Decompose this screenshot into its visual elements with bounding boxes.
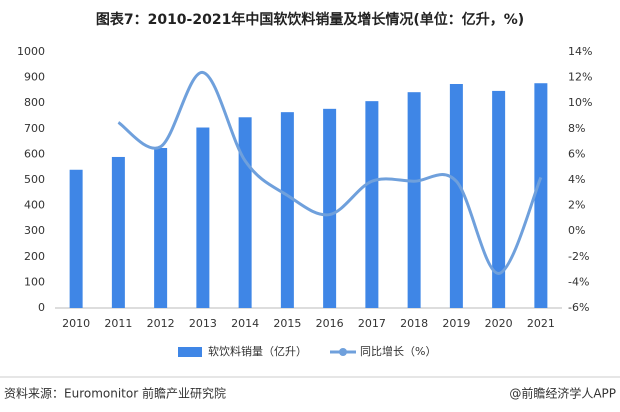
y2-tick-label: 8% <box>568 122 585 135</box>
bar <box>154 148 168 308</box>
y-tick-label: 200 <box>24 250 45 263</box>
y2-tick-label: 0% <box>568 224 585 237</box>
y-tick-label: 100 <box>24 275 45 288</box>
x-tick-label: 2019 <box>442 317 470 330</box>
bar <box>365 101 379 308</box>
x-tick-label: 2016 <box>316 317 344 330</box>
y2-tick-label: -2% <box>568 250 589 263</box>
y2-tick-label: 12% <box>568 71 592 84</box>
y2-tick-label: 4% <box>568 173 585 186</box>
y-tick-label: 300 <box>24 224 45 237</box>
bar <box>323 108 337 308</box>
bar <box>449 84 463 308</box>
bar <box>492 90 506 308</box>
x-tick-label: 2015 <box>273 317 301 330</box>
source: 资料来源：Euromonitor 前瞻产业研究院 <box>4 386 226 401</box>
x-tick-label: 2021 <box>527 317 555 330</box>
line <box>117 70 543 275</box>
y2-tick-label: 10% <box>568 96 592 109</box>
bar <box>534 83 548 309</box>
y2-tick-label: -6% <box>568 301 589 314</box>
y-tick-label: 400 <box>24 199 45 212</box>
x-tick-label: 2012 <box>147 317 175 330</box>
x-tick-label: 2011 <box>104 317 132 330</box>
y-tick-label: 600 <box>24 147 45 160</box>
bar <box>111 156 125 308</box>
x-tick-label: 2013 <box>189 317 217 330</box>
bar <box>407 92 421 308</box>
credit: @前瞻经济学人APP <box>509 386 616 401</box>
x-tick-label: 2010 <box>62 317 90 330</box>
legend-label: 软饮料销量（亿升） <box>208 344 307 358</box>
chart-title: 图表7：2010-2021年中国软饮料销量及增长情况(单位：亿升，%) <box>96 11 524 28</box>
y2-tick-label: 14% <box>568 45 592 58</box>
x-tick-label: 2017 <box>358 317 386 330</box>
bar <box>280 112 294 308</box>
bar <box>196 127 210 309</box>
bar <box>238 117 252 308</box>
legend-marker <box>339 348 347 356</box>
y2-tick-label: 2% <box>568 199 585 212</box>
legend-label: 同比增长（%） <box>360 344 436 358</box>
y-tick-label: 1000 <box>17 45 45 58</box>
x-tick-label: 2018 <box>400 317 428 330</box>
y-tick-label: 500 <box>24 173 45 186</box>
legend-swatch <box>178 347 202 357</box>
y-tick-label: 0 <box>38 301 45 314</box>
y-tick-label: 700 <box>24 122 45 135</box>
bar <box>69 169 83 308</box>
y-tick-label: 900 <box>24 71 45 84</box>
y-tick-label: 800 <box>24 96 45 109</box>
y2-tick-label: -4% <box>568 275 589 288</box>
y2-tick-label: 6% <box>568 147 585 160</box>
x-tick-label: 2020 <box>485 317 513 330</box>
x-tick-label: 2014 <box>231 317 259 330</box>
